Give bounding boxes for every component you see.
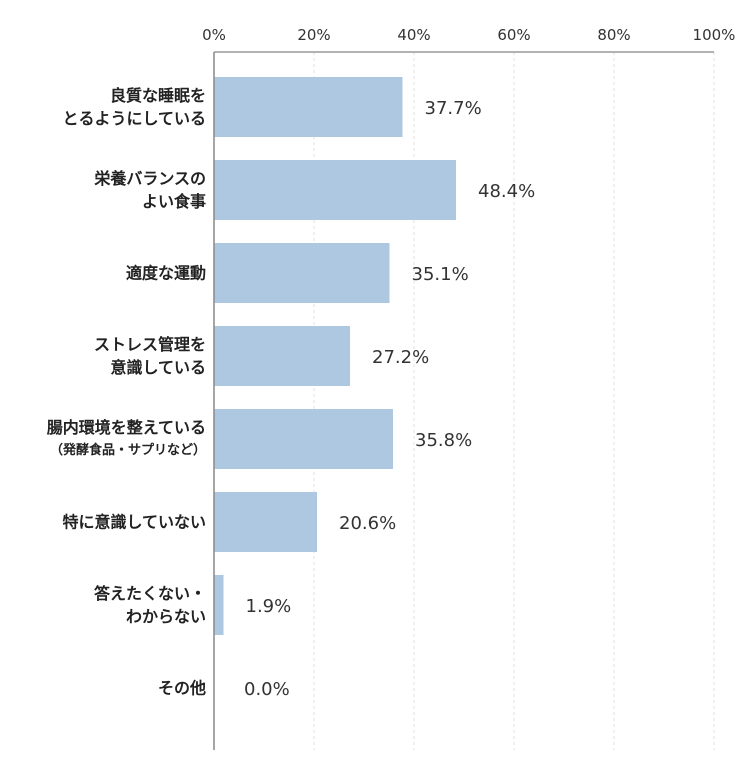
category-label: 答えたくない・わからない — [94, 582, 206, 628]
category-label-line: よい食事 — [141, 192, 206, 211]
bar — [214, 243, 390, 303]
data-label: 48.4% — [478, 181, 535, 202]
bar — [214, 326, 350, 386]
data-label: 20.6% — [339, 513, 396, 534]
category-label-line: ストレス管理を — [93, 335, 206, 354]
bar — [214, 575, 224, 635]
bar — [214, 492, 317, 552]
bar — [214, 77, 403, 137]
data-label: 0.0% — [244, 679, 290, 700]
category-label-line: わからない — [125, 607, 206, 626]
category-label-line: 良質な睡眠を — [109, 86, 206, 105]
bar — [214, 160, 456, 220]
category-label-line: 適度な運動 — [125, 263, 206, 283]
category-label-line: 答えたくない・ — [93, 584, 206, 603]
x-tick-label: 40% — [397, 26, 430, 44]
category-label: 栄養バランスのよい食事 — [94, 167, 206, 213]
category-label: 腸内環境を整えている （発酵食品・サプリなど） — [47, 416, 206, 462]
category-label: 特に意識していない — [62, 511, 206, 534]
bar — [214, 409, 393, 469]
x-tick-label: 0% — [202, 26, 226, 44]
category-label: 良質な睡眠をとるようにしている — [62, 84, 206, 130]
category-label-line: 特に意識していない — [62, 512, 206, 532]
x-tick-label: 60% — [497, 26, 530, 44]
x-tick-label: 20% — [297, 26, 330, 44]
category-label: ストレス管理を意識している — [94, 333, 206, 379]
category-label-line: 腸内環境を整えている — [46, 418, 206, 437]
data-label: 1.9% — [246, 596, 292, 617]
category-label-line: とるようにしている — [62, 109, 206, 128]
x-tick-label: 100% — [693, 26, 736, 44]
data-label: 35.1% — [412, 264, 469, 285]
data-label: 37.7% — [425, 98, 482, 119]
x-tick-label: 80% — [597, 26, 630, 44]
data-label: 35.8% — [415, 430, 472, 451]
category-label-line: （発酵食品・サプリなど） — [49, 443, 206, 458]
category-label-line: 意識している — [110, 358, 206, 377]
category-label-line: 栄養バランスの — [94, 169, 206, 188]
category-label: 適度な運動 — [126, 262, 206, 285]
category-label-line: その他 — [157, 678, 206, 698]
category-label: その他 — [158, 677, 206, 700]
data-label: 27.2% — [372, 347, 429, 368]
